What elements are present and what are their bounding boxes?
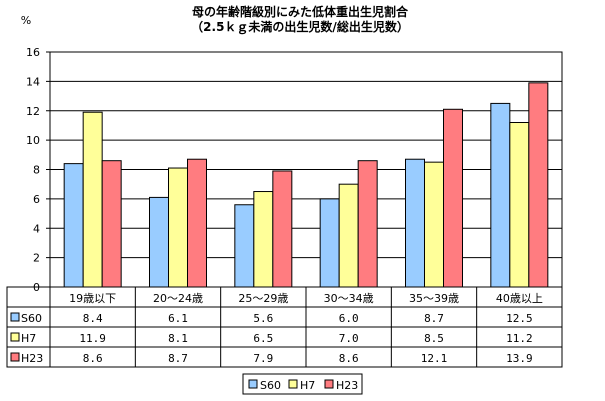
data-label: 5.6: [253, 312, 273, 325]
data-label: 8.7: [424, 312, 444, 325]
bar-s60-1: [149, 196, 169, 288]
table-series-name: H23: [21, 352, 43, 365]
x-tick-label: 19歳以下: [69, 292, 116, 305]
y-tick-label: 10: [26, 134, 40, 147]
chart-title-line1: 母の年齢階級別にみた低体重出生児割合: [192, 4, 409, 19]
data-label: 12.5: [506, 312, 533, 325]
bar-s60-3: [319, 198, 340, 288]
bar-s60-2: [234, 204, 255, 288]
data-label: 7.9: [253, 352, 273, 365]
y-tick-label: 6: [33, 193, 40, 206]
bar-h23-4: [443, 108, 463, 288]
bar-h7-0: [82, 111, 103, 288]
data-label: 8.4: [83, 312, 103, 325]
legend-box: [242, 373, 363, 395]
legend-swatch-h7: [288, 379, 298, 389]
data-label: 6.5: [253, 332, 273, 345]
gridlines: [49, 51, 563, 288]
table-legend-key: [10, 352, 20, 362]
y-axis-unit-label: %: [21, 14, 31, 27]
legend: S60 H7 H23: [242, 373, 363, 395]
legend-swatch-h23: [324, 379, 334, 389]
data-label: 8.7: [168, 352, 188, 365]
table-legend-key: [10, 332, 20, 342]
data-label: 11.9: [79, 332, 106, 345]
bar-h23-5: [528, 82, 549, 288]
bar-s60-5: [490, 102, 511, 288]
legend-label-s60: S60: [260, 379, 281, 392]
x-tick-label: 25～29歳: [238, 292, 288, 305]
y-tick-label: 14: [26, 75, 40, 88]
y-tick-label: 16: [26, 46, 40, 59]
bar-h23-1: [187, 158, 207, 288]
x-tick-label: 40歳以上: [496, 292, 543, 305]
data-label: 8.6: [83, 352, 103, 365]
chart-title-line2: （2.5ｋｇ未満の出生児数/総出生児数）: [191, 19, 409, 35]
x-tick-label: 30～34歳: [324, 292, 374, 305]
table-series-name: S60: [21, 312, 42, 325]
bar-h7-4: [424, 161, 444, 288]
legend-label-h23: H23: [336, 379, 358, 392]
table-legend-key: [10, 312, 20, 322]
bar-h23-2: [272, 170, 293, 288]
y-tick-label: 8: [33, 164, 40, 177]
data-label: 8.6: [339, 352, 359, 365]
y-tick-label: 12: [26, 105, 40, 118]
bar-h7-5: [509, 122, 530, 288]
table-series-name: H7: [21, 332, 36, 345]
y-tick-label: 2: [33, 252, 40, 265]
data-label: 11.2: [506, 332, 533, 345]
bar-h7-2: [253, 191, 274, 288]
data-label: 6.1: [168, 312, 188, 325]
x-tick-label: 20～24歳: [153, 292, 203, 305]
bar-h23-3: [357, 160, 378, 288]
x-tick-label: 35～39歳: [409, 292, 459, 305]
bar-h7-1: [168, 167, 188, 288]
data-label: 7.0: [339, 332, 359, 345]
bar-s60-4: [405, 158, 425, 288]
data-label: 8.5: [424, 332, 444, 345]
data-label: 12.1: [421, 352, 448, 365]
bar-h7-3: [338, 183, 359, 288]
legend-swatch-s60: [248, 379, 258, 389]
data-label: 6.0: [339, 312, 359, 325]
legend-label-h7: H7: [300, 379, 315, 392]
bar-s60-0: [63, 163, 84, 288]
data-table: 19歳以下 20～24歳 25～29歳 30～34歳 35～39歳 40歳以上 S60 8.4…: [6, 286, 563, 368]
data-label: 13.9: [506, 352, 533, 365]
y-tick-label: 4: [33, 222, 40, 235]
bar-h23-0: [101, 160, 122, 288]
data-label: 8.1: [168, 332, 188, 345]
